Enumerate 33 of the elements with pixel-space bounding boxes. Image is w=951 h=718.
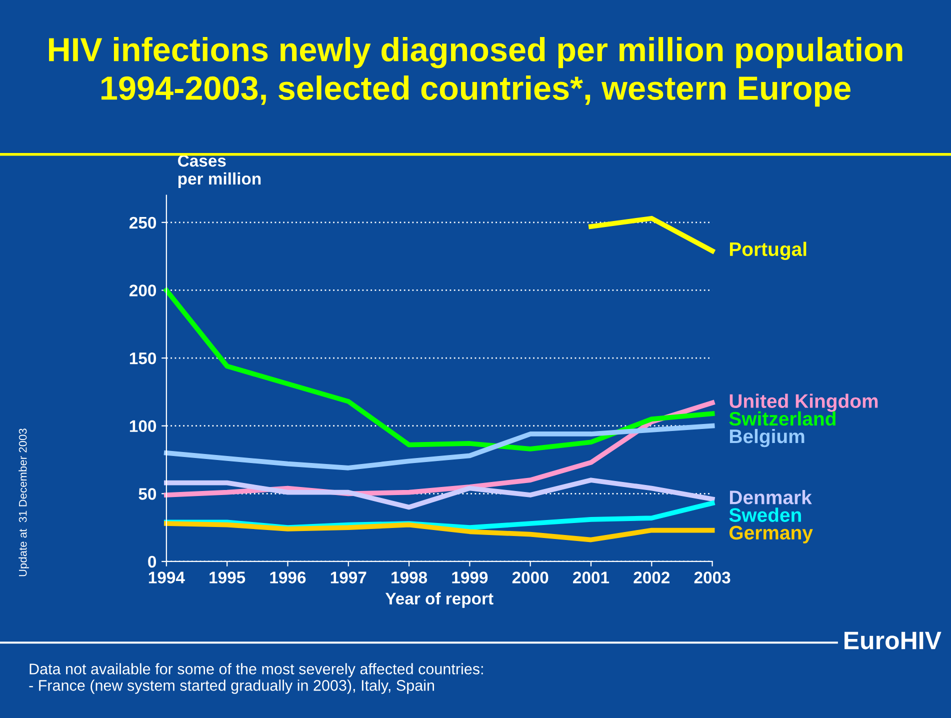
x-tick-label: 1999 bbox=[452, 572, 488, 584]
x-tick-label: 1995 bbox=[210, 572, 246, 584]
series-label: Germany bbox=[729, 526, 813, 544]
y-tick-label: 250 bbox=[129, 216, 156, 229]
line-series bbox=[164, 521, 715, 542]
text: EuroHIV bbox=[844, 632, 942, 650]
y-tick-label: 200 bbox=[129, 284, 156, 296]
series-label: United Kingdom bbox=[730, 394, 878, 412]
x-axis-title: Year of report bbox=[385, 592, 494, 608]
x-tick-label: 1994 bbox=[148, 572, 185, 584]
text: Update at 31 December 2003 bbox=[18, 428, 29, 576]
x-tick-label: 2002 bbox=[634, 572, 670, 584]
x-tick-label: 1996 bbox=[270, 572, 306, 584]
y-tick-label: 0 bbox=[148, 556, 156, 568]
text: Data not available for some of the most severely affected countries: - France (new system started gradually in 2003), Italy, Spain bbox=[29, 663, 483, 694]
chart-title: HIV infections newly diagnosed per million population 1994-2003, selected countries*, western Europe bbox=[49, 37, 902, 107]
series-label: Sweden bbox=[729, 508, 801, 522]
x-tick-label: 1998 bbox=[392, 572, 428, 584]
series-label: Switzerland bbox=[729, 411, 836, 426]
y-tick-label: 50 bbox=[138, 488, 156, 500]
line-series bbox=[164, 478, 715, 510]
y-tick-label: 100 bbox=[130, 420, 156, 432]
y-tick-label: 150 bbox=[130, 352, 156, 364]
x-tick-label: 2000 bbox=[512, 572, 548, 584]
series-label: Denmark bbox=[730, 490, 812, 504]
series-label: Belgium bbox=[730, 428, 804, 448]
series-label: Portugal bbox=[730, 242, 806, 260]
x-tick-label: 2001 bbox=[573, 572, 610, 584]
x-tick-label: 1997 bbox=[330, 572, 366, 584]
line-series bbox=[164, 288, 715, 452]
x-tick-label: 2003 bbox=[694, 572, 730, 584]
y-axis-title: Cases per million bbox=[178, 154, 261, 188]
line-series bbox=[164, 423, 715, 470]
